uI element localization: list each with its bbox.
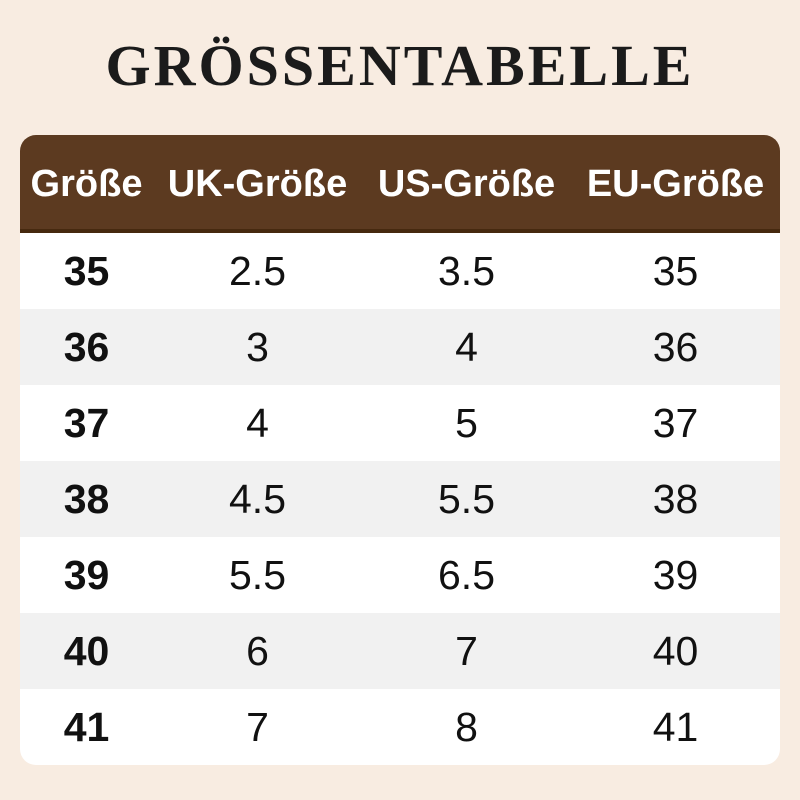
page-title: GRÖSSENTABELLE [105,33,695,98]
table-cell-groesse: 37 [63,399,110,446]
table-row: 41 7 8 41 [20,689,780,765]
table-cell-eu-groesse: 37 [652,399,699,446]
table-cell-eu-groesse: 35 [652,247,699,294]
table-cell-groesse: 38 [63,475,110,522]
size-table-header-row: Größe UK-Größe US-Größe EU-Größe [20,135,780,233]
table-cell-groesse: 39 [63,551,110,598]
table-cell-uk-groesse: 3 [246,323,269,370]
table-row: 38 4.5 5.5 38 [20,461,780,537]
table-row: 39 5.5 6.5 39 [20,537,780,613]
size-table: Größe UK-Größe US-Größe EU-Größe 35 2.5 … [20,135,780,765]
size-table-body: 35 2.5 3.5 35 36 3 4 36 37 4 5 37 38 4.5… [20,233,780,765]
table-cell-groesse: 36 [63,323,110,370]
table-cell-uk-groesse: 7 [246,703,269,750]
column-header-eu-groesse: EU-Größe [586,162,765,205]
size-chart-page: GRÖSSENTABELLE Größe UK-Größe US-Größe E… [20,33,780,765]
table-cell-eu-groesse: 36 [652,323,699,370]
column-header-uk-groesse: UK-Größe [167,162,348,205]
table-cell-us-groesse: 7 [455,627,478,674]
table-cell-eu-groesse: 39 [652,551,699,598]
table-cell-eu-groesse: 40 [652,627,699,674]
table-cell-eu-groesse: 41 [652,703,699,750]
table-row: 40 6 7 40 [20,613,780,689]
column-header-us-groesse: US-Größe [377,162,556,205]
table-cell-us-groesse: 5 [455,399,478,446]
table-cell-us-groesse: 3.5 [438,247,495,294]
table-cell-us-groesse: 8 [455,703,478,750]
table-cell-us-groesse: 6.5 [438,551,495,598]
table-cell-eu-groesse: 38 [652,475,699,522]
table-row: 36 3 4 36 [20,309,780,385]
column-header-groesse: Größe [30,162,143,205]
table-cell-uk-groesse: 4.5 [229,475,286,522]
table-cell-groesse: 41 [63,703,110,750]
table-cell-us-groesse: 4 [455,323,478,370]
table-row: 35 2.5 3.5 35 [20,233,780,309]
table-cell-groesse: 35 [63,247,110,294]
table-cell-groesse: 40 [63,627,110,674]
table-cell-uk-groesse: 6 [246,627,269,674]
table-row: 37 4 5 37 [20,385,780,461]
table-cell-uk-groesse: 5.5 [229,551,286,598]
table-cell-uk-groesse: 2.5 [229,247,286,294]
table-cell-us-groesse: 5.5 [438,475,495,522]
table-cell-uk-groesse: 4 [246,399,269,446]
